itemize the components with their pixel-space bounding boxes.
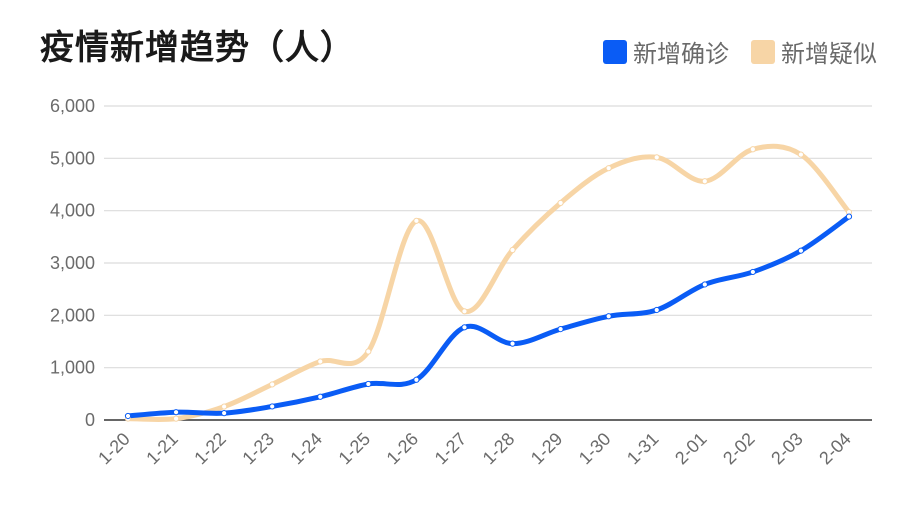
data-point-suspected[interactable] (221, 403, 228, 410)
y-tick-label: 3,000 (50, 253, 95, 273)
x-tick-label: 1-22 (190, 429, 230, 469)
x-tick-label: 1-27 (431, 429, 471, 469)
chart-title: 疫情新增趋势（人） (40, 28, 355, 68)
data-point-confirmed[interactable] (797, 247, 805, 254)
x-tick-label: 1-26 (383, 429, 423, 469)
x-tick-label: 1-29 (527, 429, 567, 469)
data-point-confirmed[interactable] (701, 281, 708, 288)
series-line-confirmed (125, 214, 852, 419)
data-point-suspected[interactable] (461, 308, 468, 315)
data-point-suspected[interactable] (797, 151, 805, 158)
x-tick-label: 1-25 (335, 429, 375, 469)
data-point-confirmed[interactable] (605, 313, 612, 320)
grid-layer (104, 105, 872, 421)
x-axis-ticks: 1-20 1-21 1-22 1-23 1-24 1-25 1-26 1-27 1-28 1-29… (94, 429, 855, 469)
data-point-confirmed[interactable] (365, 380, 372, 388)
data-point-confirmed[interactable] (845, 213, 853, 220)
y-axis-ticks: 6,000 5,000 4,000 3,000 2,000 1,000 0 (50, 96, 95, 430)
y-tick-label: 2,000 (50, 305, 95, 325)
y-tick-label: 6,000 (50, 96, 95, 116)
data-point-confirmed[interactable] (461, 324, 468, 331)
data-point-suspected[interactable] (701, 178, 708, 185)
x-tick-label: 2-01 (671, 429, 711, 469)
data-point-confirmed[interactable] (413, 376, 420, 383)
data-point-suspected[interactable] (749, 146, 756, 153)
x-tick-label: 1-20 (94, 429, 134, 469)
data-point-confirmed[interactable] (653, 306, 660, 314)
data-point-suspected[interactable] (365, 348, 372, 355)
data-point-confirmed[interactable] (269, 403, 276, 410)
legend-label-suspected: 新增疑似 (781, 40, 877, 68)
legend-item-confirmed[interactable]: 新增确诊 (603, 34, 729, 69)
data-point-suspected[interactable] (509, 246, 516, 254)
y-tick-label: 5,000 (50, 148, 95, 168)
data-point-suspected[interactable] (653, 154, 660, 161)
x-tick-label: 1-30 (575, 429, 615, 469)
y-tick-label: 1,000 (50, 358, 95, 378)
data-point-suspected[interactable] (269, 381, 276, 388)
legend-label-confirmed: 新增确诊 (633, 40, 729, 68)
x-tick-label: 1-28 (479, 429, 519, 469)
legend-swatch-confirmed (603, 39, 627, 64)
point-layer (124, 146, 853, 422)
x-tick-label: 1-31 (623, 429, 663, 469)
data-point-confirmed[interactable] (172, 409, 180, 416)
data-point-suspected[interactable] (413, 217, 420, 224)
data-point-suspected[interactable] (317, 358, 324, 365)
data-point-confirmed[interactable] (509, 340, 516, 347)
x-tick-label: 1-21 (142, 429, 182, 469)
x-tick-label: 2-04 (815, 429, 855, 469)
data-point-suspected[interactable] (605, 165, 612, 172)
data-point-confirmed[interactable] (221, 410, 228, 417)
data-point-confirmed[interactable] (124, 412, 132, 420)
series-line-suspected (125, 143, 852, 423)
legend-item-suspected[interactable]: 新增疑似 (751, 34, 877, 69)
series-layer (125, 143, 852, 423)
data-point-confirmed[interactable] (317, 393, 324, 400)
data-point-confirmed[interactable] (557, 325, 564, 333)
data-point-suspected[interactable] (172, 415, 180, 422)
legend-swatch-suspected (751, 39, 775, 64)
data-point-suspected[interactable] (557, 199, 564, 207)
x-tick-label: 2-03 (767, 429, 807, 469)
y-tick-label: 4,000 (50, 201, 95, 221)
data-point-confirmed[interactable] (749, 268, 756, 276)
x-tick-label: 1-24 (286, 429, 326, 469)
y-tick-label: 0 (85, 410, 95, 430)
x-tick-label: 2-02 (719, 429, 759, 469)
legend: 新增确诊 新增疑似 (603, 34, 877, 69)
x-tick-label: 1-23 (238, 429, 278, 469)
